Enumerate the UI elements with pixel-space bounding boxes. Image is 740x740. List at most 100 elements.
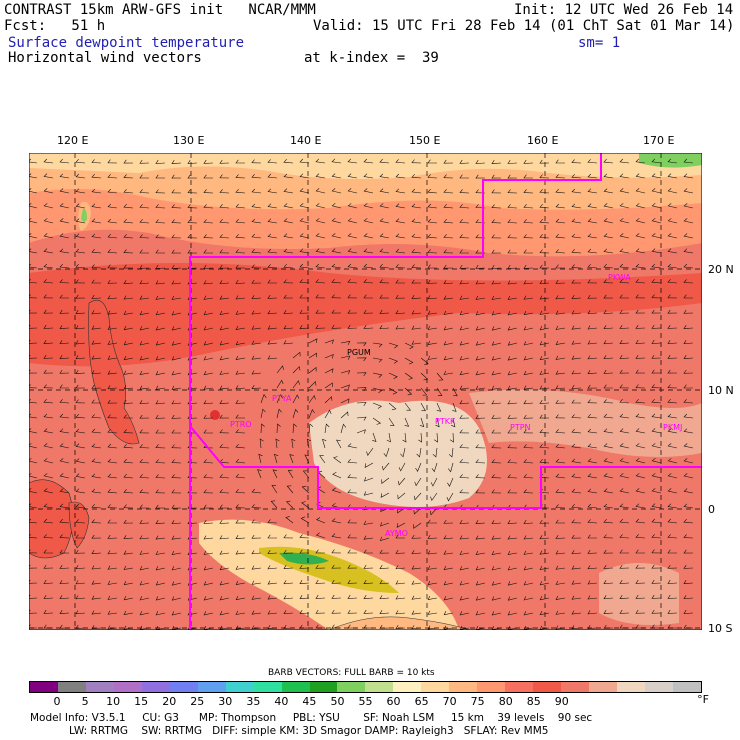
wind-barb — [123, 489, 134, 494]
color-swatch — [113, 682, 142, 692]
wind-barb — [397, 477, 406, 486]
wind-barb — [603, 233, 614, 239]
wind-barb — [59, 233, 70, 239]
wind-barb — [155, 174, 165, 179]
wind-barb — [427, 355, 438, 360]
lon-label-170: 170 E — [643, 134, 675, 147]
wind-barb — [171, 444, 182, 449]
wind-barb — [603, 399, 614, 404]
wind-barb — [539, 174, 550, 179]
wind-barb — [283, 340, 294, 345]
wind-barb — [683, 218, 694, 224]
wind-barb — [123, 595, 134, 601]
wind-barb — [43, 188, 54, 194]
lat-label-0: 0 — [708, 503, 715, 516]
wind-barb — [123, 189, 134, 194]
wind-barb — [491, 311, 502, 316]
wind-barb — [356, 357, 367, 362]
wind-barb — [91, 519, 102, 524]
wind-barb — [635, 413, 646, 419]
wind-barb — [219, 504, 230, 509]
wind-barb — [315, 294, 326, 299]
wind-barb — [523, 159, 534, 164]
wind-barb — [75, 399, 86, 404]
wind-barb — [507, 341, 518, 346]
new-guinea-peak — [279, 552, 329, 565]
wind-barb — [651, 324, 662, 329]
wind-barb — [363, 535, 374, 540]
wind-barb — [372, 357, 383, 363]
wind-barb — [635, 609, 646, 614]
barb-legend: BARB VECTORS: FULL BARB = 10 kts — [268, 668, 435, 678]
wind-barb — [300, 516, 310, 524]
wind-barb — [555, 473, 566, 479]
title-line: CONTRAST 15km ARW-GFS init NCAR/MMM — [4, 2, 316, 18]
wind-barb — [171, 249, 182, 254]
wind-barb — [397, 492, 406, 500]
wind-barb — [555, 625, 566, 630]
wind-barb — [667, 549, 678, 554]
wind-barb — [635, 473, 646, 479]
wind-barb — [107, 295, 118, 300]
wind-barb — [139, 489, 150, 494]
wind-barb — [59, 248, 70, 254]
wind-barb — [91, 279, 101, 284]
color-scale-label: 80 — [498, 695, 513, 708]
wind-barb — [91, 443, 102, 449]
wind-barb — [603, 309, 614, 314]
wind-barb — [539, 400, 550, 404]
wind-barb — [91, 414, 102, 419]
wind-barb — [59, 473, 70, 479]
wind-barb — [107, 458, 118, 464]
wind-barb — [171, 341, 182, 346]
wind-barb — [459, 264, 470, 269]
wind-barb — [587, 279, 598, 284]
wind-barb — [667, 609, 678, 614]
wind-barb — [235, 233, 246, 239]
wind-barb — [635, 203, 646, 209]
wind-barb — [587, 294, 598, 299]
wind-barb — [356, 416, 367, 421]
wind-barb — [507, 611, 518, 616]
wind-barb — [491, 204, 502, 209]
wind-barb — [123, 535, 134, 540]
wind-barb — [603, 610, 614, 614]
wind-barb — [347, 489, 358, 494]
wind-barb — [75, 503, 86, 509]
wind-barb — [203, 219, 214, 224]
color-scale-label: 85 — [526, 695, 541, 708]
wind-barb — [29, 473, 38, 479]
wind-barb — [587, 610, 598, 615]
wind-barb — [251, 174, 262, 179]
wind-barb — [411, 565, 422, 570]
color-swatch — [617, 682, 645, 692]
wind-barb — [420, 402, 426, 412]
wind-barb — [267, 173, 278, 179]
wind-barb — [651, 217, 662, 224]
wind-barb — [651, 188, 662, 194]
wind-barb — [331, 294, 342, 299]
wind-barb — [539, 519, 550, 524]
wind-barb — [443, 189, 454, 194]
wind-barb — [404, 417, 410, 427]
wind-barb — [651, 294, 662, 299]
wind-barb — [283, 233, 294, 239]
wind-barb — [347, 549, 358, 554]
station-pkmj: PKMJ — [663, 423, 682, 432]
dewpoint-band-50 — [639, 153, 702, 168]
wind-barb — [139, 565, 150, 571]
wind-barb — [587, 173, 598, 179]
wind-barb — [420, 372, 429, 381]
wind-barb — [29, 609, 38, 614]
wind-barb — [587, 549, 598, 554]
wind-barb — [340, 340, 351, 346]
wind-barb — [75, 473, 86, 479]
wind-barb — [155, 429, 166, 434]
wind-barb — [379, 248, 390, 254]
wind-barb — [289, 454, 294, 464]
wind-barb — [395, 294, 406, 299]
wind-barb — [107, 310, 118, 315]
wind-barb — [555, 458, 566, 464]
wind-barb — [379, 565, 390, 569]
wind-barb — [507, 414, 518, 419]
